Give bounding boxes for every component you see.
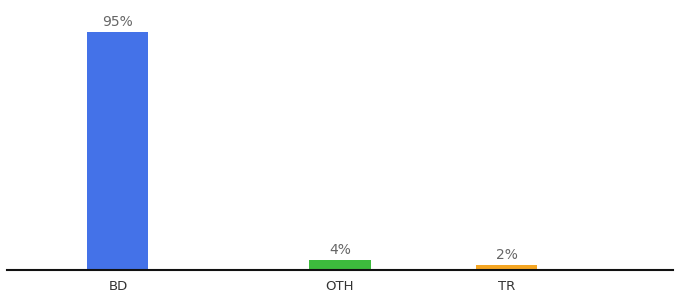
Bar xyxy=(88,32,148,270)
Text: 95%: 95% xyxy=(103,16,133,29)
Text: 2%: 2% xyxy=(496,248,517,262)
Text: 4%: 4% xyxy=(329,243,351,257)
Bar xyxy=(476,265,537,270)
Bar xyxy=(309,260,371,270)
